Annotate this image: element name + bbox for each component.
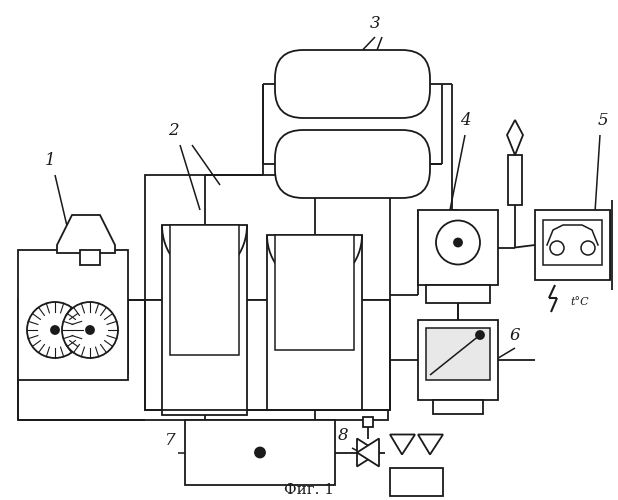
Circle shape [581, 241, 595, 255]
Polygon shape [357, 438, 379, 466]
Bar [170, 225, 239, 355]
Bar [418, 210, 498, 285]
Bar [433, 400, 483, 414]
Bar [80, 250, 100, 265]
Bar [363, 416, 373, 426]
Bar [426, 328, 490, 380]
Bar [275, 235, 354, 350]
Circle shape [454, 238, 462, 246]
Bar [18, 250, 128, 380]
Bar [185, 420, 335, 485]
Polygon shape [57, 215, 115, 253]
Circle shape [476, 331, 484, 339]
Bar [418, 320, 498, 400]
Text: 8: 8 [338, 427, 349, 444]
Bar [543, 220, 602, 265]
Text: t°C: t°C [570, 297, 590, 307]
Bar [426, 285, 490, 303]
Circle shape [27, 302, 83, 358]
Circle shape [62, 302, 118, 358]
Bar [390, 468, 443, 495]
FancyBboxPatch shape [275, 50, 430, 118]
Circle shape [436, 220, 480, 264]
Circle shape [255, 448, 265, 458]
Bar [18, 300, 388, 420]
Bar [267, 235, 362, 410]
FancyBboxPatch shape [275, 130, 430, 198]
Text: 2: 2 [168, 122, 179, 139]
Bar [535, 210, 610, 280]
Bar [508, 155, 522, 205]
Bar [145, 300, 390, 410]
Text: 7: 7 [165, 432, 176, 449]
Text: Фиг. 1: Фиг. 1 [284, 483, 334, 497]
Circle shape [550, 241, 564, 255]
Polygon shape [507, 120, 523, 155]
Text: 3: 3 [370, 15, 381, 32]
Text: 1: 1 [45, 152, 56, 169]
Text: 6: 6 [510, 327, 520, 344]
Bar [145, 175, 390, 410]
Text: 4: 4 [460, 112, 471, 129]
Polygon shape [357, 438, 379, 466]
Polygon shape [418, 434, 443, 454]
Text: 5: 5 [598, 112, 609, 129]
Circle shape [86, 326, 94, 334]
Bar [162, 225, 247, 415]
Circle shape [51, 326, 59, 334]
Polygon shape [390, 434, 415, 454]
